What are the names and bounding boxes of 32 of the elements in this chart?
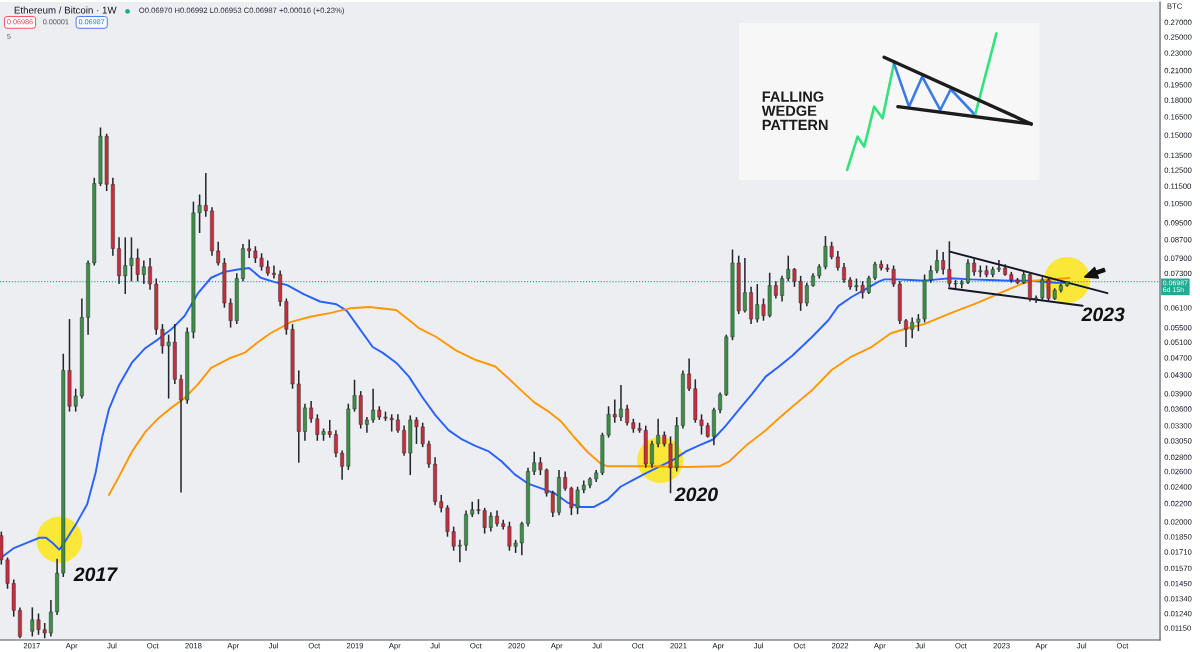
candlestick [842,262,846,284]
annotation: 2023 [1081,307,1125,322]
candlestick [687,357,692,392]
candlestick [340,449,345,481]
annotation: 2017 [73,567,118,582]
candlestick [371,387,376,424]
chart-title: Ethereum / Bitcoin · 1W [14,6,117,14]
candlestick [873,260,877,281]
candlestick [997,259,1001,273]
candlestick [272,264,276,280]
candlestick [966,258,970,285]
candlestick [742,257,747,314]
candlestick [395,413,400,434]
candlestick [303,402,307,442]
candlestick [309,400,314,424]
candlestick [402,424,406,457]
candlestick [179,374,183,494]
candlestick [426,439,431,469]
annotation: 2020 [674,487,718,502]
candlestick [148,257,152,291]
candlestick [1028,271,1032,303]
candlestick [780,275,784,303]
candlestick [904,318,908,348]
candlestick [935,248,939,274]
candlestick [656,417,661,448]
candlestick [334,429,338,458]
candlestick [650,439,654,469]
annotation: FALLING WEDGE PATTERN [761,91,828,130]
candlestick [619,384,623,422]
candlestick [718,391,723,414]
candlestick [48,599,53,638]
candlestick [457,539,462,563]
